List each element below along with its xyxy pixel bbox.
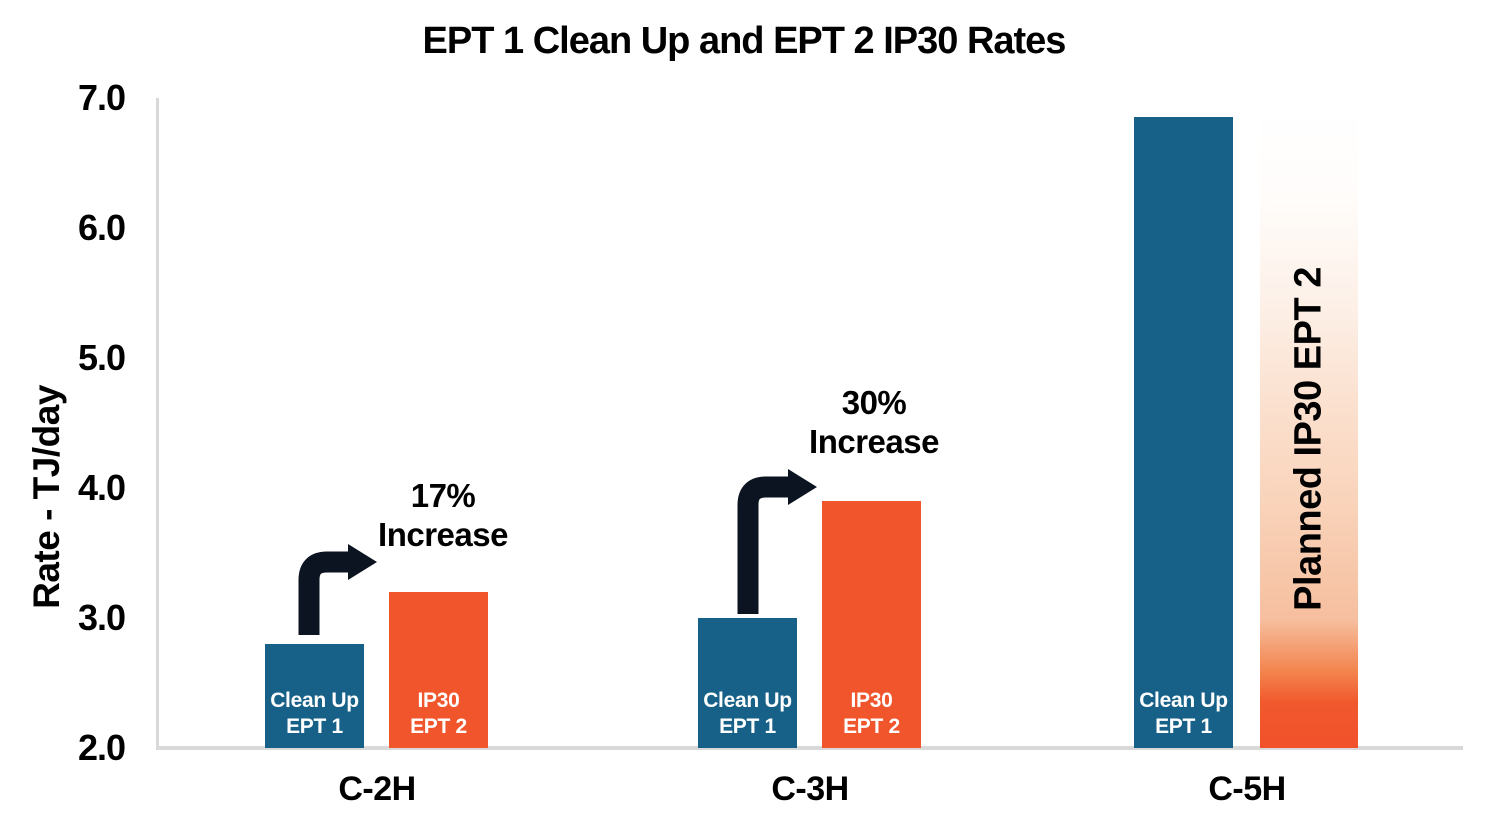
increase-arrow-icon [298, 544, 377, 635]
increase-annotation-c3h: 30% Increase [809, 383, 939, 461]
bar-cleanup-ept1-c2h: Clean Up EPT 1 [265, 644, 364, 748]
bar-cleanup-ept1-c5h: Clean Up EPT 1 [1134, 117, 1233, 748]
bar-planned-ip30-ept2-c5h: Planned IP30 EPT 2 [1260, 104, 1358, 748]
bar-label: Clean Up EPT 1 [703, 689, 792, 738]
increase-annotation-c2h: 17% Increase [378, 476, 508, 554]
y-tick-label: 2.0 [77, 727, 126, 768]
y-tick-label: 6.0 [77, 207, 126, 248]
x-axis-line [156, 746, 1463, 750]
annotation-percent: 30% [841, 384, 907, 421]
arrow-head [348, 544, 377, 580]
annotation-word: Increase [809, 423, 939, 460]
x-category-label-c3h: C-3H [771, 770, 849, 808]
y-axis-line [156, 98, 159, 748]
bar-cleanup-ept1-c3h: Clean Up EPT 1 [698, 618, 797, 748]
y-tick-label: 5.0 [77, 337, 126, 378]
increase-arrow-icon [737, 469, 817, 614]
planned-bar-label: Planned IP30 EPT 2 [1287, 267, 1330, 611]
y-tick-label: 7.0 [77, 77, 126, 118]
y-tick-label: 4.0 [77, 467, 126, 508]
x-category-label-c2h: C-2H [338, 770, 416, 808]
arrow-head [788, 469, 817, 505]
x-category-label-c5h: C-5H [1208, 770, 1286, 808]
annotation-word: Increase [378, 516, 508, 553]
bar-label: Clean Up EPT 1 [1139, 689, 1228, 738]
bar-ip30-ept2-c3h: IP30 EPT 2 [822, 501, 921, 748]
bar-ip30-ept2-c2h: IP30 EPT 2 [389, 592, 488, 748]
arrow-shaft [737, 476, 789, 614]
bar-label: IP30 EPT 2 [843, 689, 900, 738]
bar-label: IP30 EPT 2 [410, 689, 467, 738]
annotation-percent: 17% [410, 477, 476, 514]
bar-label: Clean Up EPT 1 [270, 689, 359, 738]
arrow-shaft [298, 551, 349, 635]
y-tick-label: 3.0 [77, 597, 126, 638]
chart-title: EPT 1 Clean Up and EPT 2 IP30 Rates [422, 20, 1067, 62]
